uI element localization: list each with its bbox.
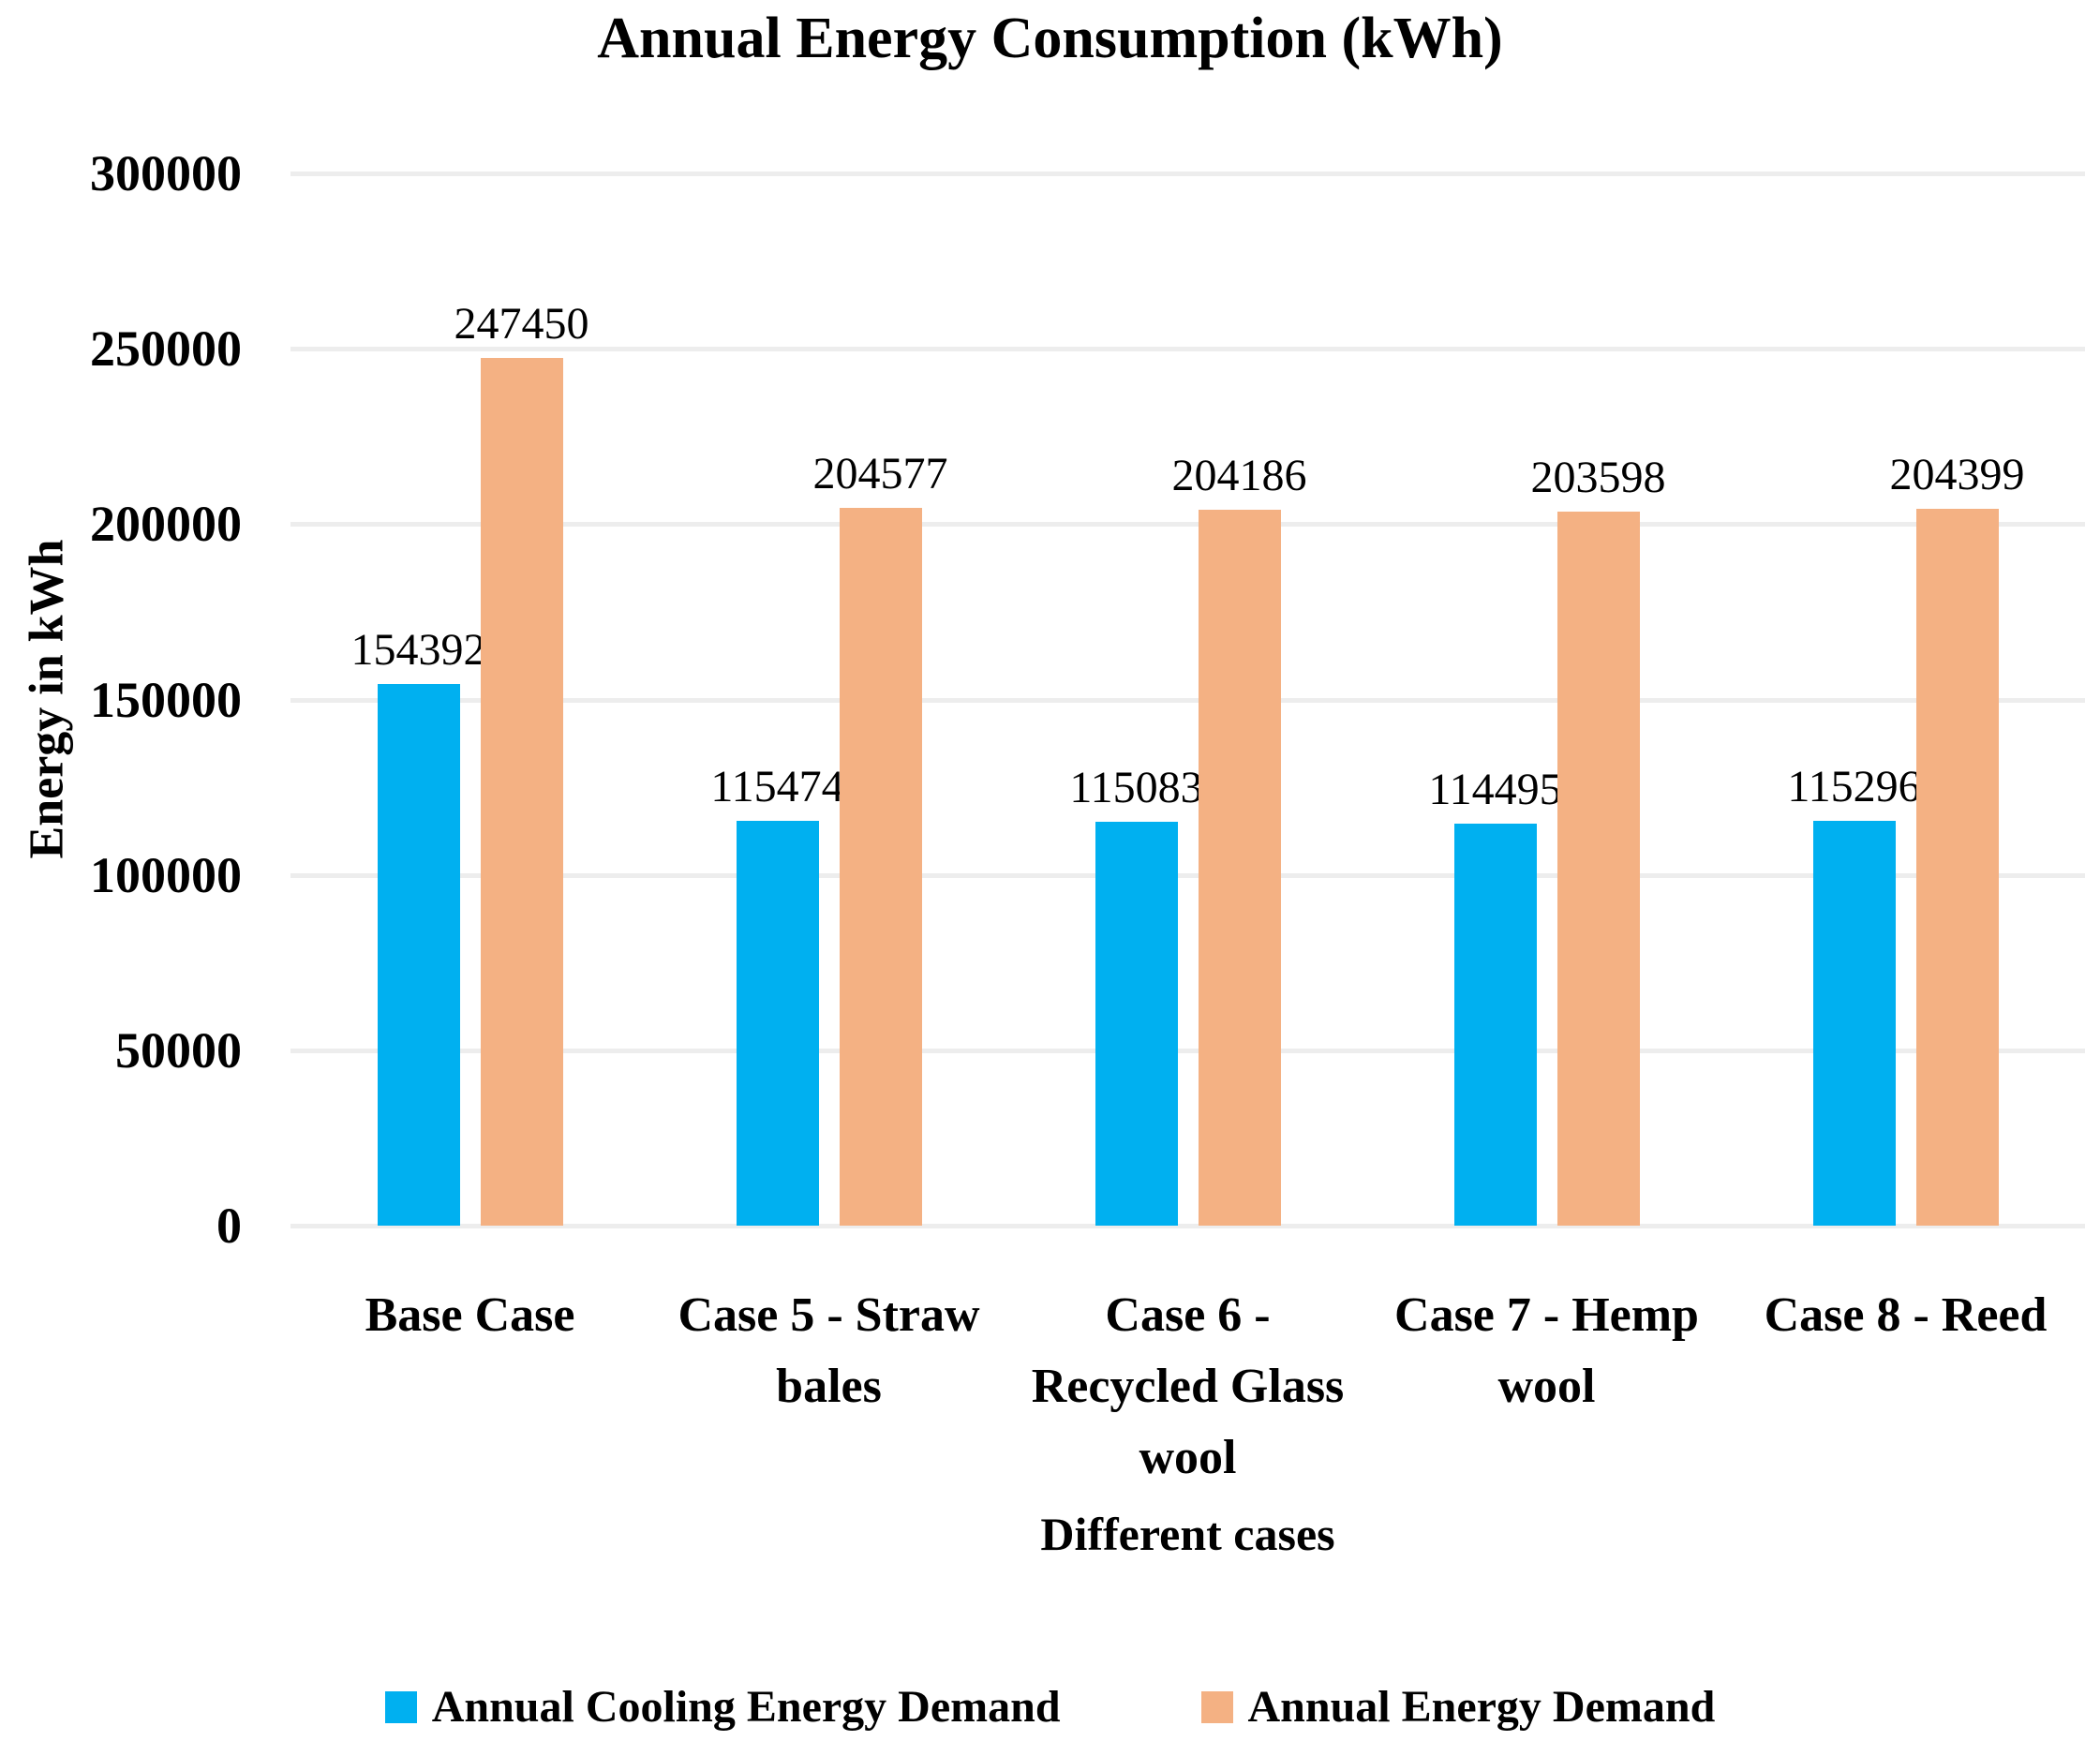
bar-series0-cat2 [1095,822,1178,1226]
bar-value-label-series1-cat0: 247450 [454,298,589,349]
legend-label-cooling-energy-demand: Annual Cooling Energy Demand [431,1682,1061,1732]
bar-value-label-series0-cat1: 115474 [710,761,844,811]
x-axis-title: Different cases [1040,1508,1335,1560]
y-tick-label-200000: 200000 [90,496,242,553]
bar-series1-cat0 [480,357,563,1226]
bar-series0-cat4 [1812,821,1896,1226]
bar-series1-cat4 [1915,508,1999,1226]
bar-series1-cat2 [1198,509,1281,1226]
bar-value-label-series0-cat3: 114495 [1428,765,1562,815]
gridline-0 [290,1224,2085,1228]
gridline-50000 [290,1048,2085,1053]
category-label-2: Case 6 - Recycled Glass wool [1031,1288,1345,1484]
y-tick-label-0: 0 [216,1198,242,1254]
bar-series0-cat0 [377,684,460,1226]
gridline-300000 [290,171,2085,176]
gridline-100000 [290,872,2085,878]
legend-label-annual-energy-demand: Annual Energy Demand [1247,1682,1716,1732]
bar-value-label-series0-cat0: 154392 [350,625,486,676]
category-label-1: Case 5 - Straw bales [678,1288,980,1413]
legend-item-annual-energy-demand: Annual Energy Demand [1200,1681,1716,1733]
gridline-200000 [290,522,2085,528]
legend-swatch-annual-energy-demand [1200,1690,1233,1723]
gridline-250000 [290,347,2085,352]
bar-series1-cat1 [839,508,922,1226]
y-tick-label-150000: 150000 [90,671,242,728]
legend-swatch-cooling-energy-demand [384,1690,417,1723]
y-tick-label-300000: 300000 [90,145,242,201]
legend-item-cooling-energy-demand: Annual Cooling Energy Demand [384,1681,1061,1733]
bar-value-label-series0-cat4: 115296 [1787,762,1921,812]
bar-value-label-series1-cat4: 204399 [1889,449,2025,499]
bar-value-label-series1-cat3: 203598 [1530,452,1666,502]
gridline-150000 [290,697,2085,703]
legend: Annual Cooling Energy Demand Annual Ener… [0,1681,2100,1733]
category-label-3: Case 7 - Hemp wool [1394,1288,1699,1413]
bar-value-label-series0-cat2: 115083 [1069,763,1203,813]
category-label-4: Case 8 - Reed [1764,1288,2048,1342]
category-label-0: Base Case [365,1288,575,1342]
y-tick-label-250000: 250000 [90,320,242,378]
bar-value-label-series1-cat1: 204577 [812,449,948,499]
bar-series1-cat3 [1556,511,1640,1226]
bar-series0-cat1 [736,820,819,1226]
bar-value-label-series1-cat2: 204186 [1171,450,1307,500]
y-tick-label-50000: 50000 [115,1021,242,1079]
bar-series0-cat3 [1453,824,1537,1226]
y-tick-label-100000: 100000 [90,846,242,903]
chart-title: Annual Energy Consumption (kWh) [597,7,1503,70]
